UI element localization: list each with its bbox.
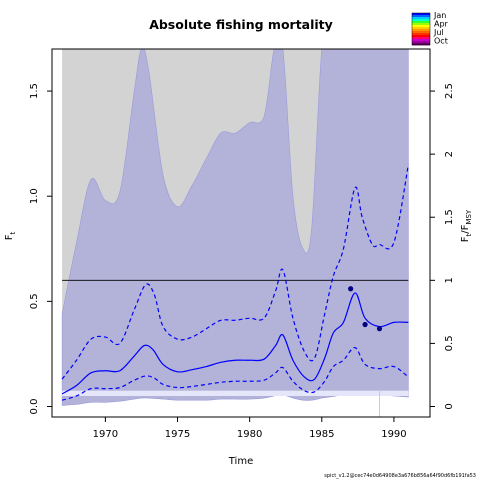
y2-axis-title: Ft/FMSY (460, 209, 473, 242)
legend-swatch-12 (412, 35, 430, 38)
legend-swatch-1 (412, 13, 430, 16)
legend-swatch-13 (412, 37, 430, 40)
x-axis-title: Time (228, 456, 253, 467)
fmsy-band (62, 390, 409, 396)
legend-swatch-10 (412, 31, 430, 34)
series-lower_ci (61, 347, 409, 401)
legend-swatch-3 (412, 17, 430, 20)
confidence-band (61, 49, 409, 406)
footer-version: spict_v1.2@cec74e0d64908e3a676b856a64f90… (324, 473, 476, 479)
data-point-3 (376, 326, 383, 332)
x-tick-label-1975: 1975 (165, 429, 190, 440)
y2-tick-label-0.5: 0.5 (444, 335, 455, 351)
x-axis: 1970 1975 1980 1985 1990 (93, 417, 407, 440)
legend-swatch-16 (412, 43, 430, 46)
plot-frame (51, 48, 431, 418)
y-tick-label-0.5: 0.5 (29, 293, 40, 309)
y2-axis-title-sub2: MSY (465, 209, 473, 224)
data-point-2 (362, 321, 368, 328)
legend-frame (411, 12, 431, 46)
legend-swatch-7 (412, 25, 430, 28)
y2-axis-title-sub: t (465, 233, 473, 236)
legend-swatch-9 (412, 29, 430, 32)
grey-region (62, 49, 409, 314)
legend-label-oct: Oct (434, 37, 448, 46)
y2-axis-title-text: Ft/FMSY (460, 209, 473, 242)
legend-swatch-14 (412, 39, 430, 42)
y-tick-label-1.0: 1.0 (29, 188, 40, 204)
series-upper_ci (61, 164, 409, 380)
y-axis: 0.0 0.5 1.0 1.5 (29, 83, 52, 414)
data-point-1 (348, 286, 354, 292)
x-tick-label-1985: 1985 (309, 429, 334, 440)
x-tick-label-1990: 1990 (381, 429, 406, 440)
y-axis-title-main: F (4, 234, 15, 240)
legend-label-jan: Jan (433, 11, 446, 20)
y-axis-title-sub: t (9, 231, 17, 234)
x-tick-label-1970: 1970 (93, 429, 118, 440)
legend-swatch-15 (412, 41, 430, 44)
y2-tick-label-0: 0 (444, 403, 455, 409)
y-tick-label-1.5: 1.5 (29, 83, 40, 99)
y2-axis: 0 0.5 1 1.5 2 2.5 (430, 83, 455, 410)
x-tick-label-1980: 1980 (237, 429, 262, 440)
y2-tick-label-2.5: 2.5 (444, 83, 455, 99)
y2-tick-label-1.5: 1.5 (444, 209, 455, 225)
y2-axis-title-main: F (460, 236, 471, 242)
series-estimate (61, 292, 409, 395)
legend-swatch-6 (412, 23, 430, 26)
legend-swatch-2 (412, 15, 430, 18)
legend-swatch-4 (412, 19, 430, 22)
y2-axis-title-div: /F (460, 224, 471, 233)
y-tick-label-0.0: 0.0 (29, 399, 40, 415)
legend-label-jul: Jul (433, 28, 444, 37)
plot-area (61, 49, 409, 417)
y-axis-title-text: Ft (4, 231, 17, 240)
chart-title: Absolute fishing mortality (149, 17, 333, 32)
y2-tick-label-1: 1 (444, 277, 455, 283)
y2-tick-label-2: 2 (444, 151, 455, 157)
legend-label-apr: Apr (434, 20, 449, 29)
legend-swatch-8 (412, 27, 430, 30)
plot-content (61, 49, 409, 417)
legend-swatch-5 (412, 21, 430, 24)
legend-swatch-11 (412, 33, 430, 36)
y-axis-title: Ft (4, 231, 17, 240)
